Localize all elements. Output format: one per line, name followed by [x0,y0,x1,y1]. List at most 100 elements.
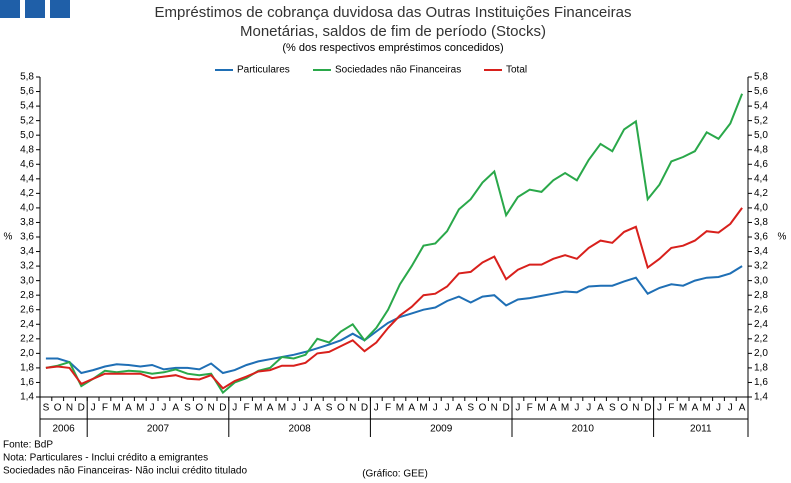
x-tick-label: F [385,403,391,414]
y-tick-label: 5,4 [20,101,34,112]
y2-tick-label: 3,4 [754,246,768,257]
x-tick-label: J [374,403,379,414]
logo-square [25,0,45,18]
x-tick-label: A [125,403,132,414]
x-tick-label: N [66,403,73,414]
y2-tick-label: 3,6 [754,232,768,243]
x-tick-label: J [91,403,96,414]
year-label: 2007 [147,424,170,435]
y2-tick-label: 5,4 [754,101,768,112]
y-tick-label: 4,8 [20,144,34,155]
x-tick-label: A [408,403,415,414]
x-tick-label: A [456,403,463,414]
x-tick-label: D [78,403,85,414]
y2-tick-label: 1,8 [754,363,768,374]
x-tick-label: J [445,403,450,414]
y2-tick-label: 3,2 [754,261,768,272]
y-tick-label: 2,8 [20,290,34,301]
x-tick-label: A [550,403,557,414]
x-tick-label: A [314,403,321,414]
y2-tick-label: 3,8 [754,217,768,228]
x-tick-label: N [632,403,639,414]
x-tick-label: M [703,403,711,414]
y-tick-label: 3,0 [20,275,34,286]
series-line [45,265,743,375]
x-tick-label: N [349,403,356,414]
x-tick-label: M [537,403,545,414]
x-tick-label: J [291,403,296,414]
y2-tick-label: 5,0 [754,130,768,141]
x-tick-label: J [728,403,733,414]
year-label: 2009 [430,424,453,435]
x-tick-label: M [561,403,569,414]
x-tick-label: J [657,403,662,414]
y-tick-label: 3,2 [20,261,34,272]
x-tick-label: M [136,403,144,414]
legend-label: Sociedades não Financeiras [335,65,461,76]
x-tick-label: M [679,403,687,414]
x-tick-label: D [502,403,509,414]
x-tick-label: A [739,403,746,414]
x-tick-label: J [161,403,166,414]
x-tick-label: J [303,403,308,414]
y-tick-label: 2,0 [20,348,34,359]
y-tick-label: 4,4 [20,173,34,184]
x-tick-label: O [195,403,203,414]
y2-tick-label: 1,4 [754,392,768,403]
y2-tick-label: 2,2 [754,333,768,344]
x-tick-label: D [361,403,368,414]
x-tick-label: A [692,403,699,414]
logo-square [50,0,70,18]
year-label: 2008 [288,424,311,435]
x-tick-label: J [716,403,721,414]
x-tick-label: S [326,403,333,414]
y-tick-label: 3,6 [20,232,34,243]
chart-title: Monetárias, saldos de fim de período (St… [240,23,546,40]
y2-tick-label: 2,0 [754,348,768,359]
y-tick-label: 5,2 [20,115,34,126]
x-tick-label: F [102,403,108,414]
y-tick-label: 4,2 [20,188,34,199]
x-tick-label: S [609,403,616,414]
chart-title: Empréstimos de cobrança duvidosa das Out… [155,4,632,21]
x-tick-label: D [644,403,651,414]
x-tick-label: O [337,403,345,414]
x-tick-label: J [433,403,438,414]
y2-tick-label: 1,6 [754,377,768,388]
y2-tick-label: 2,8 [754,290,768,301]
year-label: 2006 [52,424,75,435]
y2-tick-label: 5,2 [754,115,768,126]
note: Fonte: BdP [3,440,53,451]
x-tick-label: J [586,403,591,414]
y-tick-label: 5,8 [20,72,34,83]
x-tick-label: O [479,403,487,414]
y-tick-label: 1,8 [20,363,34,374]
x-tick-label: A [597,403,604,414]
x-tick-label: D [219,403,226,414]
x-tick-label: N [491,403,498,414]
x-tick-label: M [419,403,427,414]
x-tick-label: M [396,403,404,414]
year-label: 2010 [572,424,595,435]
y2-tick-label: 5,8 [754,72,768,83]
y2-tick-label: 5,6 [754,86,768,97]
y-tick-label: 2,2 [20,333,34,344]
y2-tick-label: 4,2 [754,188,768,199]
y2-tick-label: 4,8 [754,144,768,155]
series-line [45,93,744,395]
x-tick-label: J [574,403,579,414]
x-tick-label: F [527,403,533,414]
x-tick-label: O [620,403,628,414]
x-tick-label: J [150,403,155,414]
y2-tick-label: 2,6 [754,304,768,315]
x-tick-label: J [232,403,237,414]
note: Sociedades não Financeiras- Não inclui c… [3,466,247,477]
note: Nota: Particulares - Inclui crédito a em… [3,453,208,464]
y-tick-label: 3,4 [20,246,34,257]
logo-square [0,0,20,18]
y2-tick-label: 3,0 [754,275,768,286]
legend-label: Total [506,65,527,76]
y-axis-label: % [4,232,13,243]
y-tick-label: 1,4 [20,392,34,403]
